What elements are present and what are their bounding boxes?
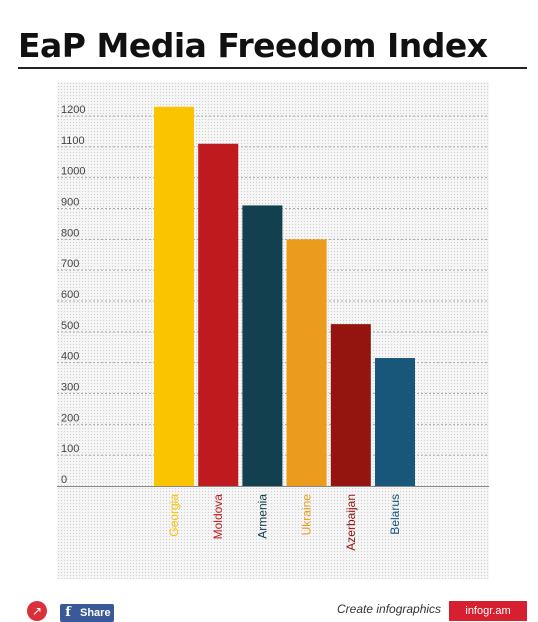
y-tick-label: 100	[61, 443, 79, 455]
x-axis-labels: Georgia Moldova Armenia Ukraine Azerbaijan Be…	[167, 494, 402, 551]
y-tick-label: 500	[61, 320, 79, 332]
facebook-icon: f	[65, 605, 71, 620]
facebook-share-label: Share	[80, 607, 111, 619]
bar-ukraine	[286, 239, 327, 486]
y-tick-label: 1100	[61, 135, 85, 147]
facebook-share-button[interactable]: f Share	[60, 604, 114, 622]
chart-title: EaP Media Freedom Index	[18, 26, 488, 65]
y-tick-label: 200	[61, 412, 79, 424]
x-label-moldova: Moldova	[211, 494, 225, 540]
x-label-azerbaijan: Azerbaijan	[344, 494, 358, 551]
bar-azerbaijan	[330, 324, 371, 486]
y-tick-label: 1000	[61, 166, 85, 178]
x-label-armenia: Armenia	[255, 494, 269, 539]
bar-armenia	[242, 205, 283, 486]
y-tick-label: 900	[61, 197, 79, 209]
y-tick-label: 400	[61, 351, 79, 363]
y-tick-label: 300	[61, 382, 79, 394]
title-divider	[18, 67, 527, 69]
plot-background	[57, 82, 489, 579]
bar-georgia	[154, 106, 194, 486]
create-infographics-link[interactable]: Create infographics	[337, 602, 442, 616]
x-label-belarus: Belarus	[388, 494, 402, 535]
y-tick-label: 700	[61, 258, 79, 270]
y-tick-label: 800	[61, 227, 79, 239]
x-label-ukraine: Ukraine	[300, 494, 314, 536]
bars	[154, 106, 415, 486]
y-axis-ticks: 0 100 200 300 400 500 600 700 800 900 1000 1100 1200	[61, 104, 85, 486]
y-tick-label: 0	[61, 474, 67, 486]
share-icon[interactable]: ↗	[27, 601, 47, 621]
infogram-brand-link[interactable]: infogr.am	[449, 601, 527, 621]
bar-moldova	[198, 143, 239, 486]
bar-belarus	[375, 358, 415, 486]
x-label-georgia: Georgia	[167, 494, 181, 537]
y-tick-label: 1200	[61, 104, 85, 116]
y-tick-label: 600	[61, 289, 79, 301]
